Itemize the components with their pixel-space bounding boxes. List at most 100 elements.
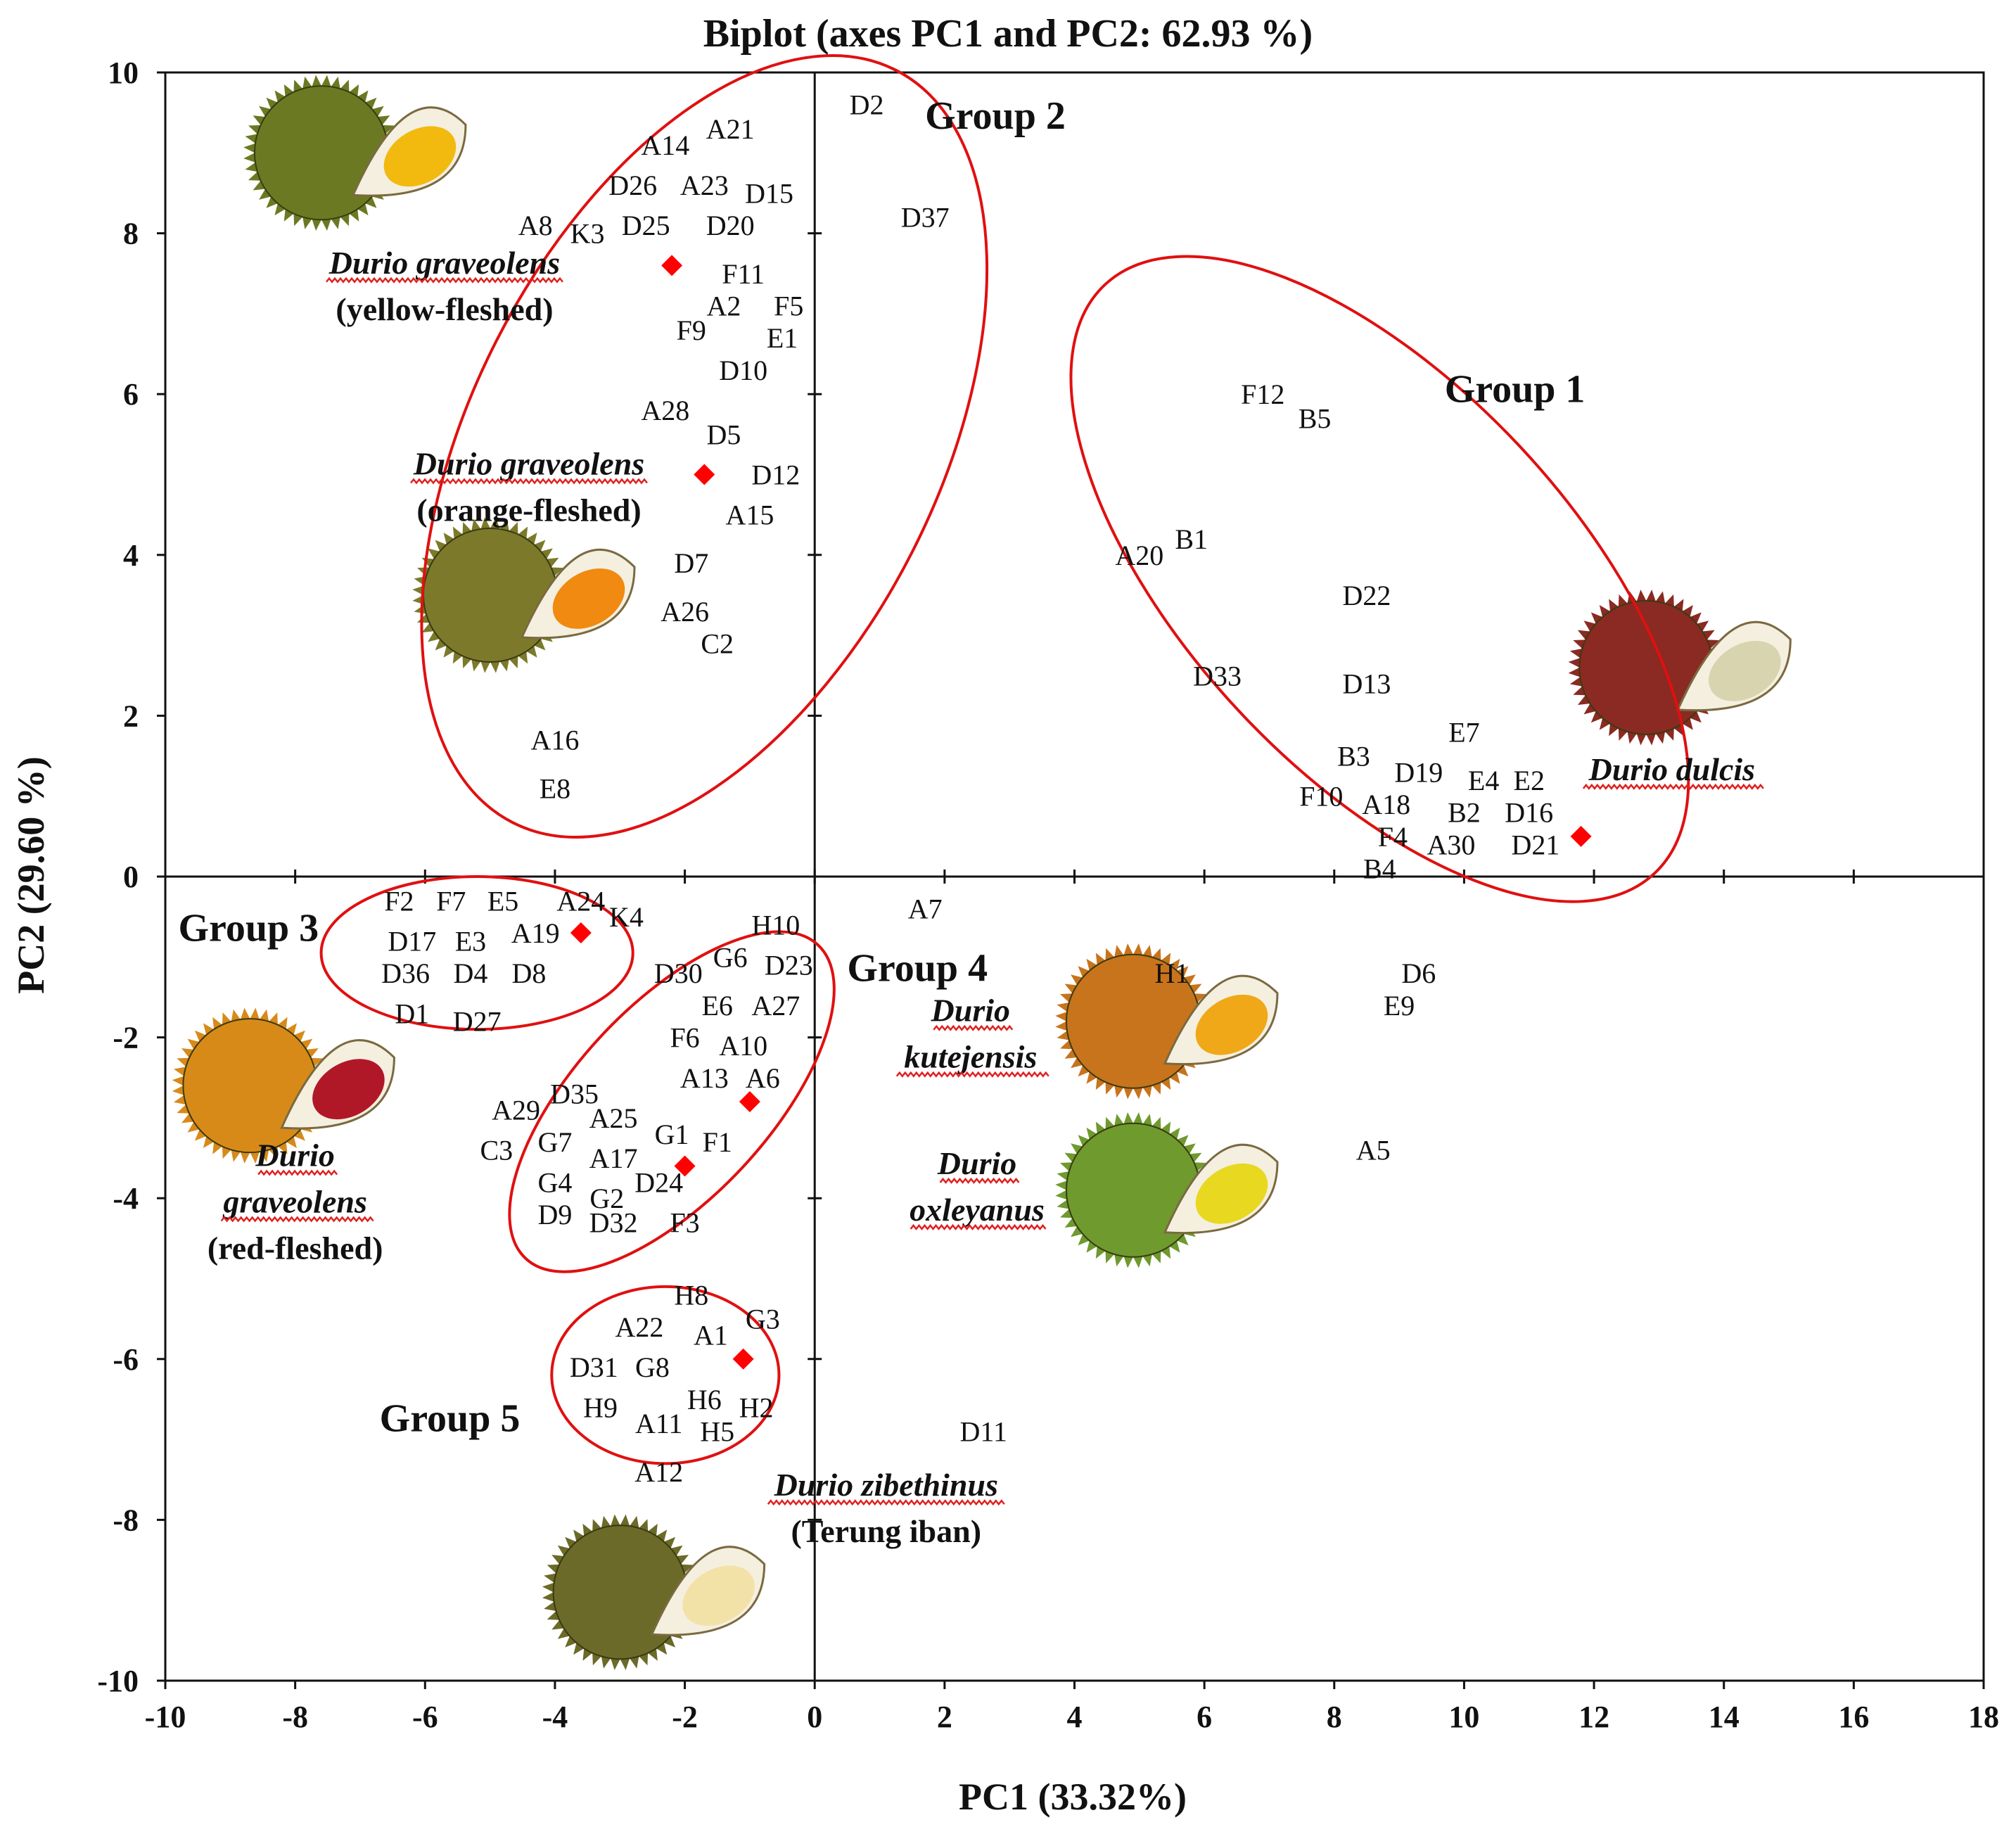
y-tick-label: -10	[97, 1664, 139, 1698]
x-axis-ticks: -10 -8 -6 -4 -2 0 2 4 6 8 10 12 14 16 18	[145, 870, 1999, 1734]
y-tick-label: 4	[123, 538, 139, 573]
point-label-d8: D8	[512, 957, 547, 989]
point-label-d21: D21	[1512, 829, 1560, 860]
point-label-d36: D36	[381, 957, 430, 989]
point-label-a27: A27	[751, 990, 800, 1021]
x-tick-label: -8	[282, 1700, 308, 1734]
point-label-a19: A19	[511, 917, 560, 949]
point-label-f4: F4	[1378, 821, 1408, 853]
point-label-e3: E3	[455, 925, 486, 957]
species-label-red: Durio graveolens (red-fleshed)	[208, 1137, 383, 1266]
point-label-f3: F3	[670, 1207, 699, 1238]
point-label-f9: F9	[677, 314, 706, 346]
group-label-group-4: Group 4	[847, 947, 988, 991]
fruit-rind	[552, 1524, 688, 1660]
fruit-rind	[1065, 1122, 1201, 1258]
point-label-a1: A1	[694, 1320, 728, 1351]
group-label-group-1: Group 1	[1445, 368, 1586, 412]
fruit-image-red	[172, 1007, 395, 1164]
fruit-flesh	[1709, 640, 1781, 701]
point-label-k3: K3	[570, 218, 605, 250]
point-label-d22: D22	[1343, 580, 1391, 611]
centroid-markers	[570, 255, 1592, 1370]
point-label-h8: H8	[674, 1279, 708, 1311]
spell-underline	[910, 1223, 1047, 1230]
point-label-d23: D23	[765, 950, 813, 981]
point-label-a12: A12	[634, 1456, 683, 1488]
fruit-flesh	[682, 1565, 755, 1627]
point-label-c3: C3	[480, 1135, 513, 1166]
ellipse-group-3	[319, 875, 634, 1031]
species-line: kutejensis	[904, 1039, 1037, 1075]
point-label-a14: A14	[641, 129, 689, 161]
x-tick-label: 12	[1578, 1700, 1609, 1734]
point-label-f1: F1	[703, 1126, 732, 1158]
fruit-image-kutejensis	[1055, 943, 1279, 1100]
y-tick-label: 2	[123, 699, 139, 733]
ellipse-group-1	[1069, 255, 1690, 903]
point-label-e9: E9	[1384, 990, 1415, 1021]
point-label-b4: B4	[1363, 853, 1396, 885]
spell-underline	[767, 1499, 1005, 1506]
point-label-d25: D25	[622, 210, 670, 241]
point-label-d27: D27	[453, 1006, 502, 1038]
fruit-flesh	[383, 126, 457, 187]
fruit-rind	[253, 85, 389, 221]
spell-underline	[257, 1169, 338, 1176]
x-tick-label: 10	[1448, 1700, 1479, 1734]
point-label-d20: D20	[706, 210, 755, 241]
point-label-d15: D15	[745, 177, 793, 209]
point-label-d16: D16	[1505, 797, 1553, 829]
fruit-image-zibethinus	[542, 1514, 766, 1670]
chart-title: Biplot (axes PC1 and PC2: 62.93 %)	[703, 12, 1313, 56]
centroid-marker-durio-graveolens-orange-fleshed	[694, 464, 715, 485]
point-label-a22: A22	[615, 1311, 664, 1343]
spell-underline	[1582, 783, 1764, 790]
point-label-a29: A29	[492, 1094, 540, 1126]
x-tick-label: -6	[412, 1700, 438, 1734]
species-label-yellow: Durio graveolens (yellow-fleshed)	[326, 245, 563, 327]
fruit-images	[172, 75, 1792, 1670]
x-tick-label: 0	[807, 1700, 822, 1734]
point-label-a6: A6	[746, 1062, 780, 1094]
fruit-rind	[182, 1018, 318, 1154]
y-axis-title: PC2 (29.60 %)	[10, 756, 52, 993]
point-label-d19: D19	[1394, 756, 1443, 788]
point-label-a25: A25	[589, 1102, 638, 1134]
spell-underline	[410, 478, 648, 485]
point-label-g4: G4	[537, 1166, 572, 1198]
group-labels: Group 1 Group 2 Group 3 Group 4 Group 5	[178, 94, 1585, 1441]
group-label-group-2: Group 2	[925, 94, 1066, 138]
point-label-g2: G2	[589, 1183, 624, 1214]
point-label-a17: A17	[589, 1142, 638, 1174]
point-label-f7: F7	[436, 885, 466, 917]
species-line: Durio dulcis	[1588, 751, 1755, 787]
fruit-image-orange	[412, 517, 636, 673]
centroid-marker-durio-dulcis	[1570, 825, 1592, 847]
ellipse-group-4	[508, 930, 836, 1273]
point-label-e6: E6	[702, 990, 733, 1021]
species-line: (Terung iban)	[791, 1513, 981, 1549]
fruit-flesh	[552, 568, 625, 629]
point-label-a26: A26	[661, 596, 709, 628]
fruit-image-yellow	[243, 75, 467, 231]
ellipse-group-5	[550, 1285, 781, 1465]
point-label-d12: D12	[751, 459, 800, 491]
fruit-flesh	[312, 1059, 385, 1120]
fruit-flesh	[1195, 994, 1268, 1055]
species-label-kutejensis: Durio kutejensis	[895, 993, 1050, 1078]
y-axis-ticks: -10 -8 -6 -4 -2 0 2 4 6 8 10	[97, 56, 822, 1698]
centroid-marker-durio-graveolens-red-fleshed	[570, 922, 592, 944]
point-label-h2: H2	[739, 1392, 774, 1423]
x-tick-label: 2	[937, 1700, 952, 1734]
point-label-a23: A23	[680, 170, 729, 201]
point-label-d2: D2	[850, 89, 884, 121]
point-label-d32: D32	[589, 1207, 638, 1238]
fruit-rind	[1578, 599, 1714, 735]
point-label-d10: D10	[719, 355, 767, 386]
point-label-d6: D6	[1401, 957, 1436, 989]
point-label-g7: G7	[537, 1126, 572, 1158]
species-line: Durio	[937, 1145, 1016, 1181]
x-tick-label: 6	[1197, 1700, 1212, 1734]
